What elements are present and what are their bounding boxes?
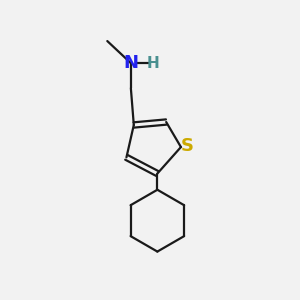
Text: N: N [123,54,138,72]
Text: H: H [147,56,159,70]
Text: S: S [181,136,194,154]
